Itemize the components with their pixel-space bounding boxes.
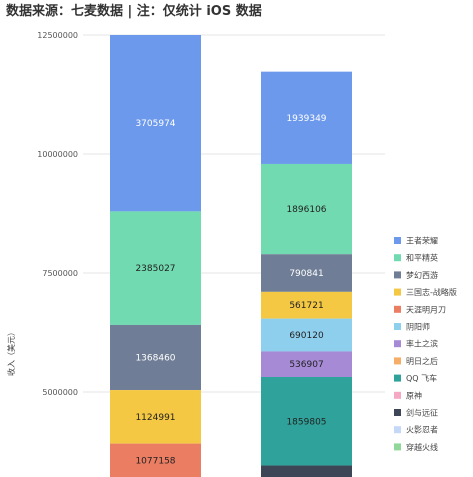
- bars: 3705974 2385027 1368460 1124991 1077158 19393…: [110, 35, 352, 477]
- legend-swatch: [394, 288, 401, 296]
- bar-segment: [110, 211, 201, 325]
- legend-swatch: [394, 254, 401, 262]
- bar-segment: [261, 163, 352, 255]
- legend-label: 和平精英: [406, 253, 438, 263]
- legend-swatch: [394, 340, 401, 348]
- bar-segment: [261, 377, 352, 466]
- legend-swatch: [394, 271, 401, 279]
- data-label: 1077158: [135, 456, 175, 466]
- legend-label: 原神: [406, 390, 422, 400]
- bar-segment: [261, 254, 352, 292]
- bar-segment: [110, 443, 201, 477]
- data-label: 790841: [289, 269, 323, 279]
- legend-label: 三国志-战略版: [406, 287, 457, 297]
- y-tick-label: 12500000: [37, 31, 78, 40]
- legend-swatch: [394, 357, 401, 365]
- legend-swatch: [394, 237, 401, 244]
- bar-segment: [110, 390, 201, 444]
- legend-swatch: [394, 323, 401, 330]
- legend-label: 梦幻西游: [406, 270, 438, 280]
- legend-label: 火影忍者: [406, 425, 438, 435]
- data-label: 1859805: [286, 417, 326, 427]
- bar-segment: [110, 35, 201, 212]
- legend-label: QQ 飞车: [406, 373, 437, 383]
- data-label: 1124991: [135, 413, 175, 423]
- legend-swatch: [394, 409, 401, 416]
- y-tick-label: 5000000: [42, 388, 78, 397]
- bar-segment: [110, 324, 201, 391]
- legend-label: 阴阳师: [406, 322, 430, 332]
- data-label: 1939349: [286, 114, 326, 124]
- legend-label: 王者荣耀: [406, 236, 438, 246]
- source-note: 数据来源：七麦数据 | 注：仅统计 iOS 数据: [6, 4, 262, 19]
- bar-segment: [261, 71, 352, 164]
- y-tick-label: 10000000: [37, 150, 78, 159]
- bar-segment: [261, 465, 352, 477]
- data-label: 2385027: [135, 264, 175, 274]
- data-label: 536907: [289, 360, 323, 370]
- bar-segment: [261, 318, 352, 352]
- data-label: 690120: [289, 331, 324, 341]
- legend-label: 天涯明月刀: [406, 305, 446, 314]
- legend-swatch: [394, 426, 401, 434]
- legend-swatch: [394, 305, 401, 313]
- data-label: 561721: [289, 301, 323, 311]
- legend-label: 明日之后: [406, 356, 438, 366]
- data-label: 1368460: [135, 354, 175, 364]
- bar-segment: [261, 291, 352, 319]
- legend-label: 率土之滨: [406, 339, 438, 349]
- y-axis-label: 收入（美元）: [6, 328, 16, 376]
- y-tick-labels: 12500000 10000000 7500000 5000000: [37, 31, 78, 397]
- legend-swatch: [394, 374, 401, 382]
- legend-label: 穿越火线: [406, 442, 438, 452]
- legend-label: 剑与远征: [406, 408, 438, 418]
- y-tick-label: 7500000: [42, 269, 78, 278]
- bar-segment: [261, 351, 352, 378]
- data-label: 3705974: [135, 119, 175, 129]
- data-label: 1896106: [286, 205, 326, 215]
- legend-swatch: [394, 443, 401, 451]
- legend-swatch: [394, 391, 401, 399]
